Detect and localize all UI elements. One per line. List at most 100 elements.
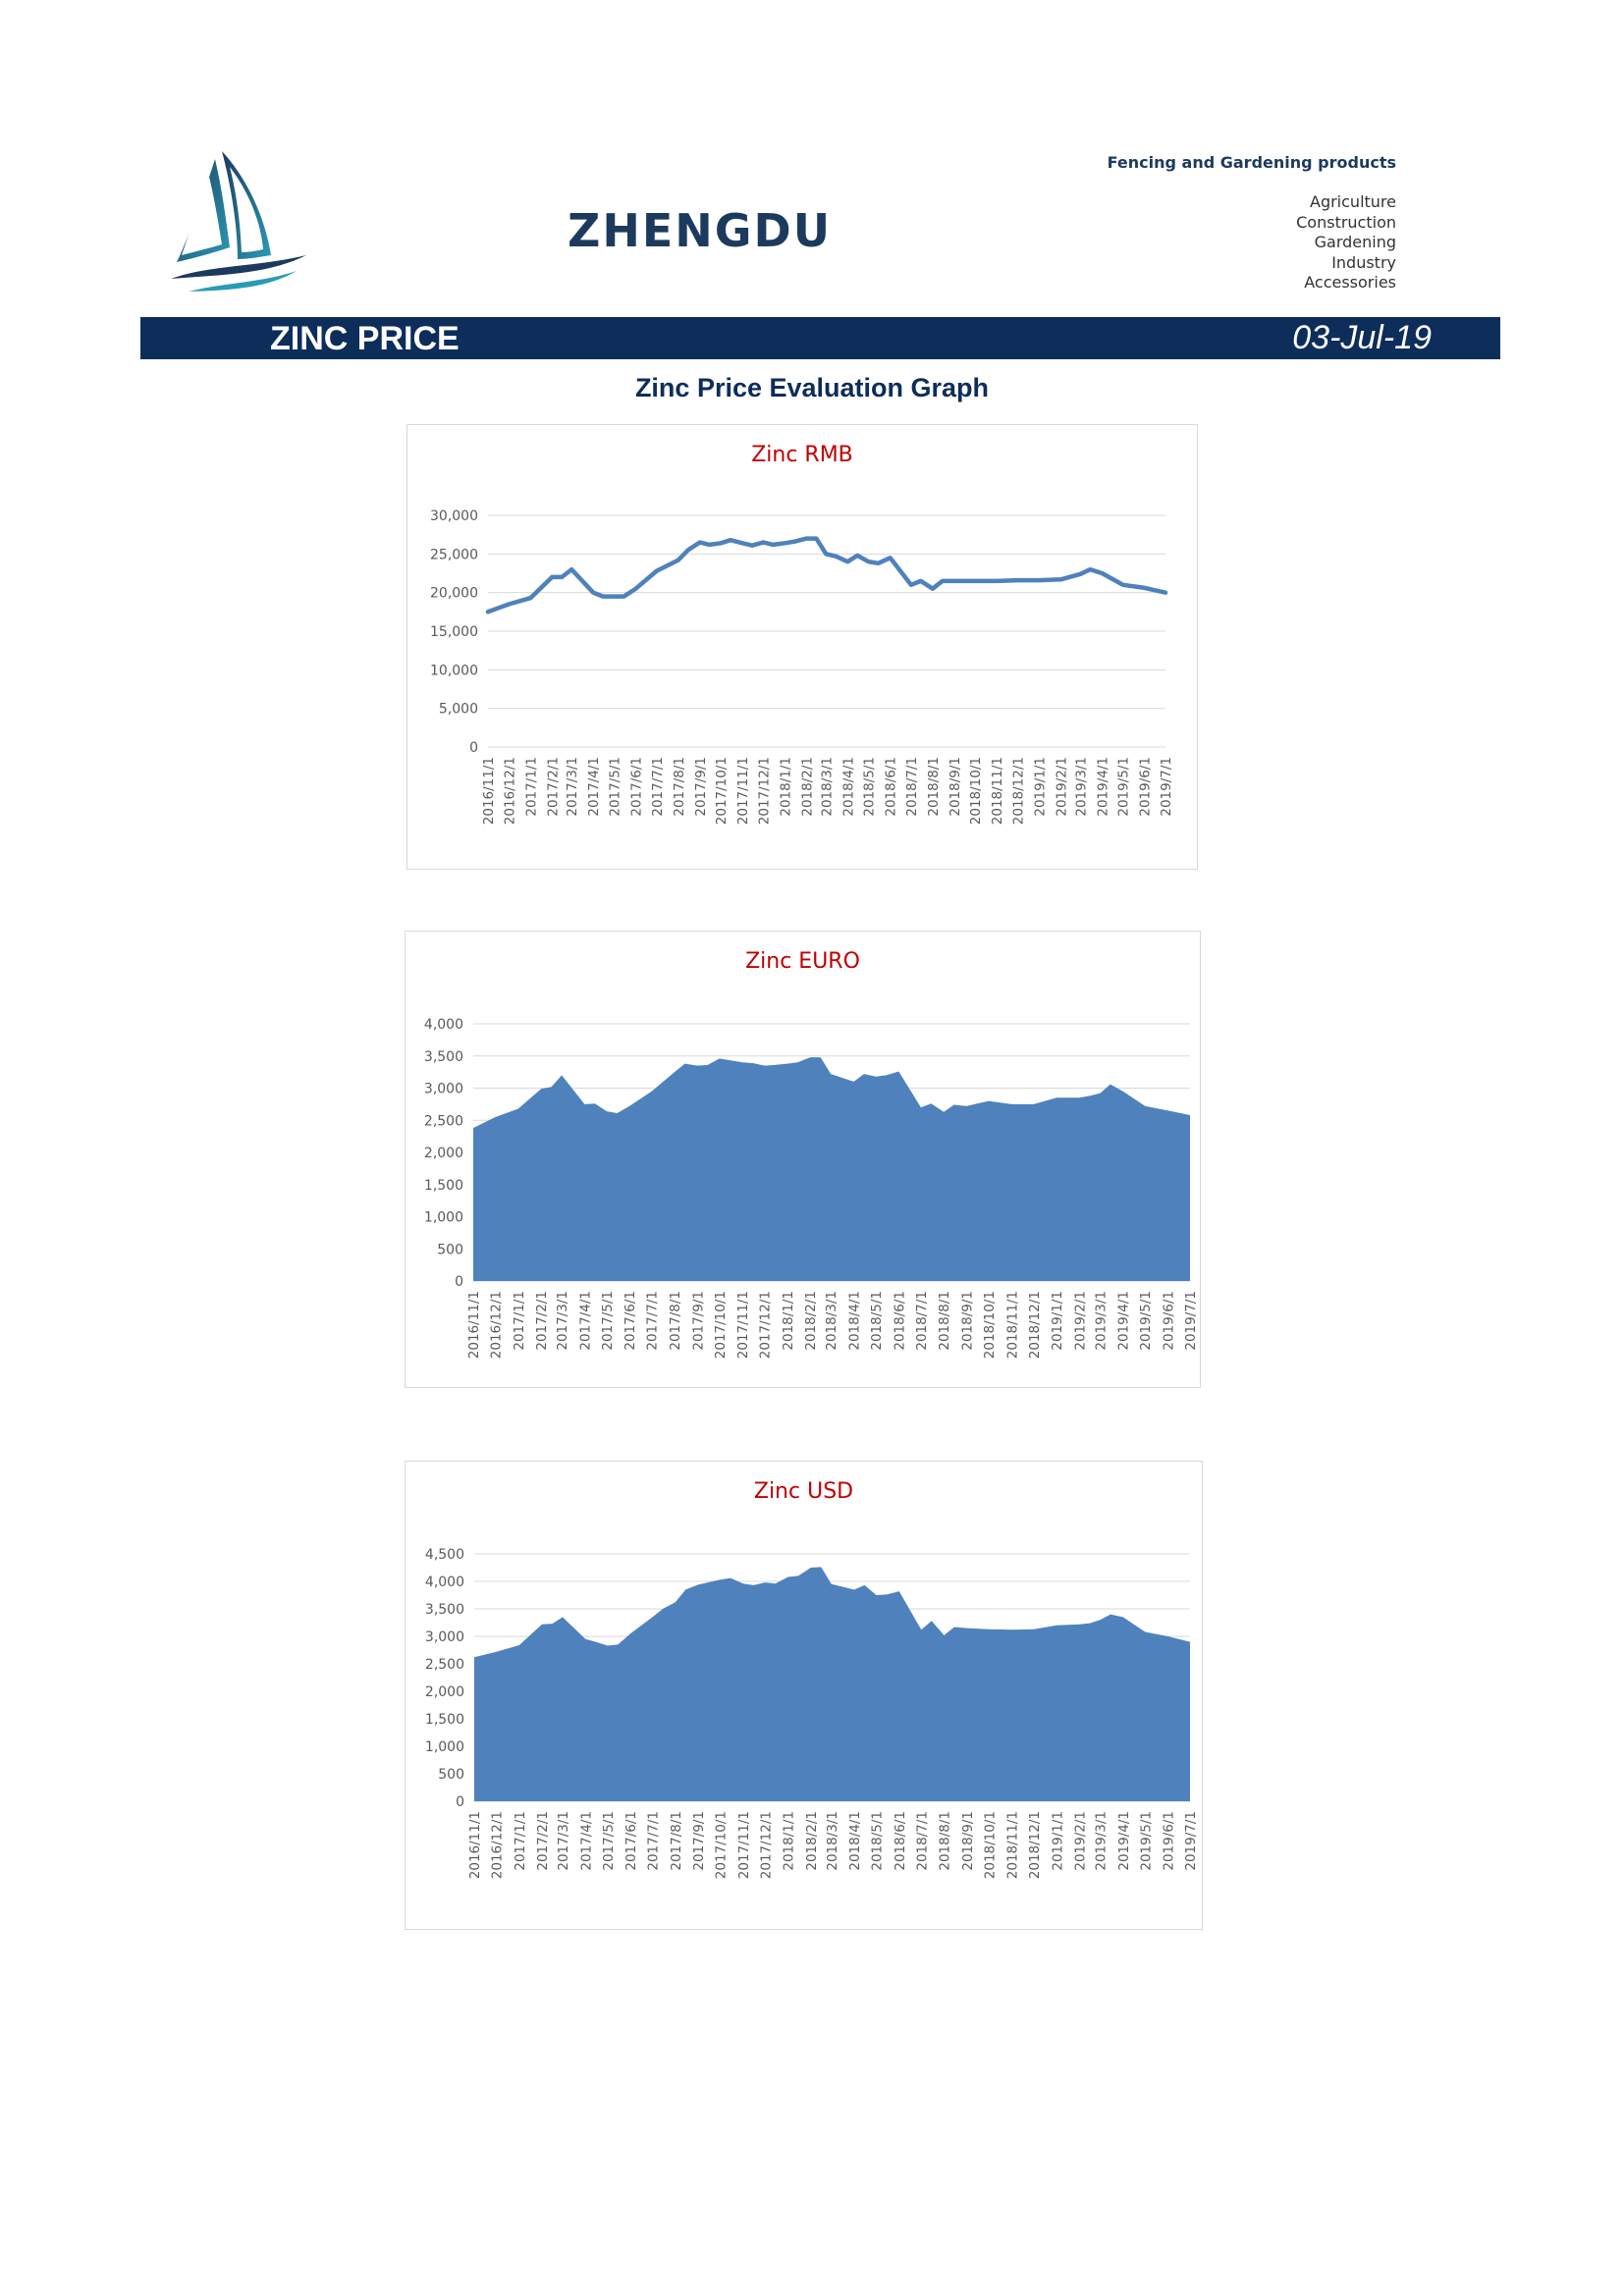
x-tick-label: 2019/1/1 bbox=[1050, 1291, 1065, 1351]
x-tick-label: 2018/2/1 bbox=[804, 1811, 820, 1871]
y-tick-label: 10,000 bbox=[430, 663, 478, 678]
x-tick-label: 2018/5/1 bbox=[869, 1291, 885, 1351]
y-tick-label: 3,000 bbox=[425, 1629, 464, 1645]
x-tick-label: 2018/8/1 bbox=[937, 1291, 952, 1351]
x-tick-label: 2018/5/1 bbox=[862, 757, 878, 817]
y-tick-label: 3,500 bbox=[425, 1602, 464, 1618]
x-tick-label: 2017/3/1 bbox=[555, 1291, 570, 1351]
x-tick-label: 2017/7/1 bbox=[645, 1291, 661, 1351]
x-tick-label: 2018/7/1 bbox=[914, 1291, 930, 1351]
x-tick-label: 2018/7/1 bbox=[904, 757, 920, 817]
y-tick-label: 4,500 bbox=[425, 1547, 464, 1563]
x-tick-label: 2019/4/1 bbox=[1095, 757, 1110, 817]
x-tick-label: 2017/8/1 bbox=[672, 757, 687, 817]
x-tick-label: 2019/6/1 bbox=[1162, 1291, 1177, 1351]
x-tick-label: 2019/7/1 bbox=[1183, 1291, 1199, 1351]
x-tick-label: 2017/12/1 bbox=[756, 757, 772, 825]
x-tick-label: 2018/6/1 bbox=[893, 1811, 908, 1871]
x-tick-label: 2018/6/1 bbox=[884, 757, 899, 817]
company-logo bbox=[169, 149, 316, 301]
y-tick-label: 0 bbox=[456, 1794, 464, 1810]
x-tick-label: 2018/7/1 bbox=[914, 1811, 930, 1871]
x-tick-label: 2018/4/1 bbox=[847, 1291, 863, 1351]
sailboat-icon bbox=[171, 151, 306, 292]
x-tick-label: 2018/2/1 bbox=[803, 1291, 819, 1351]
x-tick-label: 2017/5/1 bbox=[601, 1811, 617, 1871]
y-tick-label: 1,500 bbox=[424, 1178, 463, 1194]
x-tick-label: 2017/2/1 bbox=[545, 757, 561, 817]
series-area bbox=[473, 1057, 1190, 1281]
x-tick-label: 2017/9/1 bbox=[693, 757, 709, 817]
category-item: Industry bbox=[1331, 252, 1396, 272]
x-tick-label: 2017/4/1 bbox=[578, 1811, 594, 1871]
x-tick-label: 2017/9/1 bbox=[691, 1811, 707, 1871]
y-tick-label: 2,000 bbox=[424, 1146, 463, 1161]
x-tick-label: 2017/7/1 bbox=[650, 757, 666, 817]
category-item: Agriculture bbox=[1310, 192, 1396, 211]
x-tick-label: 2017/7/1 bbox=[646, 1811, 662, 1871]
x-tick-label: 2018/12/1 bbox=[1027, 1811, 1043, 1879]
y-tick-label: 500 bbox=[437, 1242, 463, 1257]
y-tick-label: 1,000 bbox=[425, 1739, 464, 1755]
x-tick-label: 2017/11/1 bbox=[735, 757, 751, 825]
x-tick-label: 2019/7/1 bbox=[1183, 1811, 1199, 1871]
x-tick-label: 2017/11/1 bbox=[736, 1811, 752, 1879]
x-tick-label: 2019/4/1 bbox=[1116, 1811, 1132, 1871]
x-tick-label: 2017/1/1 bbox=[523, 757, 539, 817]
y-tick-label: 1,500 bbox=[425, 1712, 464, 1728]
chart-title: Zinc RMB bbox=[751, 443, 853, 467]
y-tick-label: 0 bbox=[455, 1274, 463, 1290]
x-tick-label: 2018/3/1 bbox=[824, 1291, 839, 1351]
x-tick-label: 2019/7/1 bbox=[1159, 757, 1174, 817]
x-tick-label: 2017/3/1 bbox=[565, 757, 580, 817]
y-tick-label: 2,500 bbox=[425, 1657, 464, 1673]
x-tick-label: 2017/2/1 bbox=[535, 1811, 551, 1871]
x-tick-label: 2018/10/1 bbox=[968, 757, 984, 825]
banner-title: ZINC PRICE bbox=[270, 320, 460, 357]
x-tick-label: 2019/3/1 bbox=[1073, 757, 1089, 817]
x-tick-label: 2017/3/1 bbox=[556, 1811, 571, 1871]
y-tick-label: 4,000 bbox=[424, 1017, 463, 1033]
x-tick-label: 2017/5/1 bbox=[600, 1291, 616, 1351]
y-tick-label: 30,000 bbox=[430, 508, 478, 524]
y-tick-label: 4,000 bbox=[425, 1575, 464, 1590]
x-tick-label: 2019/6/1 bbox=[1138, 757, 1154, 817]
x-tick-label: 2019/1/1 bbox=[1050, 1811, 1065, 1871]
chart-plot: 0 500 1,000 1,500 2,000 2,500 3,000 3,500 4,000 4… bbox=[425, 1547, 1199, 1879]
x-tick-label: 2019/2/1 bbox=[1073, 1811, 1089, 1871]
x-tick-label: 2019/6/1 bbox=[1162, 1811, 1177, 1871]
x-tick-label: 2019/2/1 bbox=[1055, 757, 1070, 817]
x-tick-label: 2018/6/1 bbox=[892, 1291, 907, 1351]
x-tick-label: 2018/5/1 bbox=[870, 1811, 886, 1871]
x-tick-label: 2019/1/1 bbox=[1033, 757, 1049, 817]
x-tick-label: 2017/8/1 bbox=[668, 1291, 683, 1351]
zinc-euro-chart: Zinc EURO 0 500 1,000 1,500 2,000 2,500 3,000 3… bbox=[405, 931, 1201, 1388]
x-tick-label: 2017/10/1 bbox=[714, 1811, 730, 1879]
x-tick-label: 2018/1/1 bbox=[782, 1811, 797, 1871]
x-tick-label: 2016/12/1 bbox=[490, 1811, 506, 1879]
x-tick-label: 2017/8/1 bbox=[669, 1811, 684, 1871]
section-title: Zinc Price Evaluation Graph bbox=[634, 373, 990, 402]
x-tick-label: 2017/6/1 bbox=[623, 1291, 638, 1351]
x-tick-label: 2018/3/1 bbox=[825, 1811, 840, 1871]
x-tick-label: 2018/8/1 bbox=[926, 757, 942, 817]
title-banner: ZINC PRICE 03-Jul-19 bbox=[140, 317, 1500, 359]
banner-date: 03-Jul-19 bbox=[1292, 319, 1432, 356]
y-tick-label: 0 bbox=[469, 740, 478, 756]
x-tick-label: 2019/5/1 bbox=[1116, 757, 1132, 817]
brand-name: ZHENGDU bbox=[568, 204, 833, 257]
x-tick-label: 2017/11/1 bbox=[735, 1291, 751, 1359]
x-tick-label: 2018/12/1 bbox=[1011, 757, 1027, 825]
zinc-usd-chart: Zinc USD 0 500 1,000 1,500 2,000 2,500 3,000 3,… bbox=[405, 1461, 1203, 1930]
y-tick-label: 5,000 bbox=[439, 702, 478, 718]
x-tick-label: 2017/6/1 bbox=[623, 1811, 639, 1871]
x-tick-label: 2019/2/1 bbox=[1072, 1291, 1088, 1351]
x-tick-label: 2018/4/1 bbox=[847, 1811, 863, 1871]
x-tick-label: 2018/11/1 bbox=[990, 757, 1005, 825]
chart-plot: 0 500 1,000 1,500 2,000 2,500 3,000 3,500 4,000 2… bbox=[424, 1017, 1199, 1359]
x-tick-label: 2019/3/1 bbox=[1094, 1811, 1110, 1871]
x-tick-label: 2016/12/1 bbox=[502, 757, 517, 825]
x-tick-label: 2019/3/1 bbox=[1093, 1291, 1109, 1351]
x-tick-label: 2019/5/1 bbox=[1138, 1291, 1154, 1351]
x-tick-label: 2016/11/1 bbox=[467, 1811, 483, 1879]
